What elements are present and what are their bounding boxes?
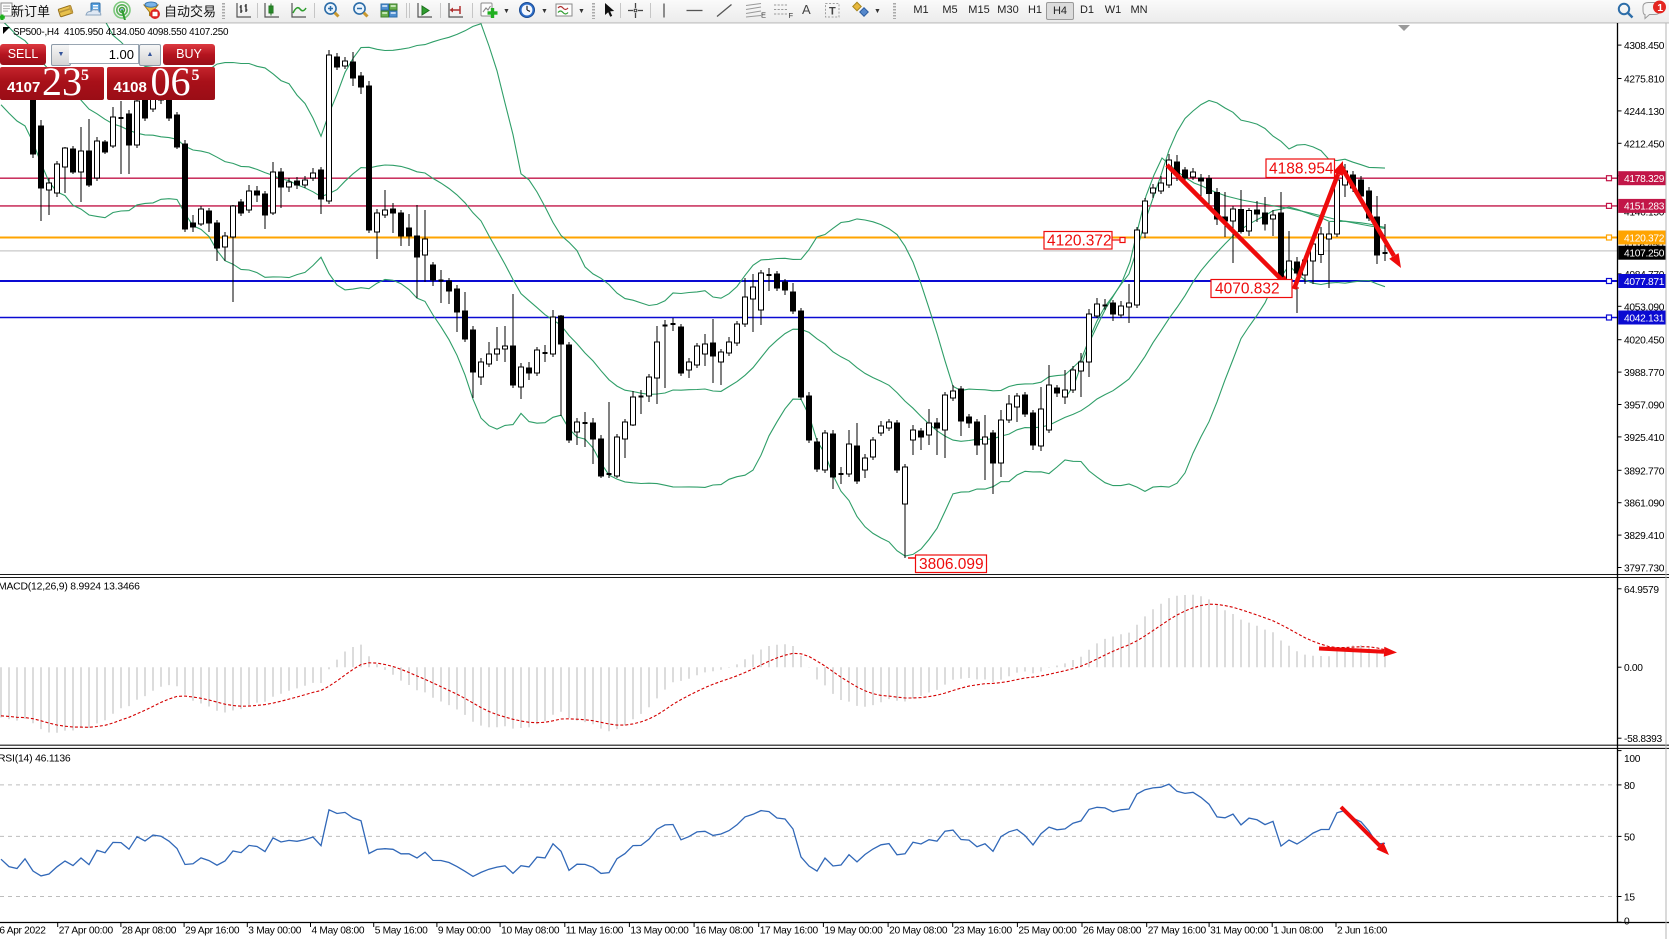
svg-text:1: 1	[1657, 2, 1663, 14]
svg-text:4151.283: 4151.283	[1624, 202, 1665, 213]
svg-text:0.00: 0.00	[1624, 663, 1643, 674]
svg-text:17 May 16:00: 17 May 16:00	[760, 926, 819, 937]
svg-text:2 Jun 16:00: 2 Jun 16:00	[1337, 926, 1388, 937]
svg-text:28 Apr 08:00: 28 Apr 08:00	[122, 926, 177, 937]
svg-text:5 May 16:00: 5 May 16:00	[375, 926, 428, 937]
svg-text:1 Jun 08:00: 1 Jun 08:00	[1273, 926, 1324, 937]
svg-text:50: 50	[1624, 832, 1635, 843]
svg-text:23 May 16:00: 23 May 16:00	[954, 926, 1013, 937]
svg-text:MACD(12,26,9) 8.9924 13.3466: MACD(12,26,9) 8.9924 13.3466	[0, 582, 140, 593]
svg-text:-58.8393: -58.8393	[1624, 734, 1662, 745]
svg-text:E: E	[761, 11, 766, 20]
svg-text:4188.954: 4188.954	[1269, 161, 1334, 178]
svg-text:4120.372: 4120.372	[1047, 233, 1112, 250]
svg-text:4107.250: 4107.250	[1624, 249, 1665, 260]
svg-text:SP500-,H4 4105.950 4134.050 4: SP500-,H4 4105.950 4134.050 4098.550 410…	[13, 27, 229, 38]
svg-text:25 May 00:00: 25 May 00:00	[1018, 926, 1077, 937]
svg-text:9 May 00:00: 9 May 00:00	[438, 926, 491, 937]
svg-text:13 May 00:00: 13 May 00:00	[630, 926, 689, 937]
svg-text:27 May 16:00: 27 May 16:00	[1148, 926, 1207, 937]
svg-text:3861.090: 3861.090	[1624, 499, 1665, 510]
svg-text:T: T	[829, 6, 836, 18]
svg-text:4020.450: 4020.450	[1624, 336, 1665, 347]
svg-text:F: F	[789, 11, 794, 20]
svg-text:4146.150: 4146.150	[1624, 208, 1665, 219]
svg-text:4053.090: 4053.090	[1624, 302, 1665, 313]
svg-text:4077.871: 4077.871	[1624, 277, 1665, 288]
svg-text:80: 80	[1624, 781, 1635, 792]
svg-text:27 Apr 00:00: 27 Apr 00:00	[59, 926, 114, 937]
svg-text:15: 15	[1624, 893, 1635, 904]
svg-text:3925.410: 3925.410	[1624, 433, 1665, 444]
svg-text:4275.810: 4275.810	[1624, 75, 1665, 86]
svg-text:4308.450: 4308.450	[1624, 41, 1665, 52]
svg-text:RSI(14) 46.1136: RSI(14) 46.1136	[0, 754, 71, 765]
svg-text:26 May 08:00: 26 May 08:00	[1083, 926, 1142, 937]
svg-text:4120.372: 4120.372	[1624, 233, 1665, 244]
svg-text:0: 0	[1624, 917, 1630, 928]
svg-text:29 Apr 16:00: 29 Apr 16:00	[185, 926, 240, 937]
svg-text:31 May 00:00: 31 May 00:00	[1210, 926, 1269, 937]
svg-text:10 May 08:00: 10 May 08:00	[501, 926, 560, 937]
svg-text:3957.090: 3957.090	[1624, 401, 1665, 412]
svg-text:20 May 08:00: 20 May 08:00	[889, 926, 948, 937]
svg-text:19 May 00:00: 19 May 00:00	[824, 926, 883, 937]
svg-text:26 Apr 2022: 26 Apr 2022	[0, 926, 46, 937]
svg-text:4042.131: 4042.131	[1624, 313, 1665, 324]
svg-text:4212.450: 4212.450	[1624, 139, 1665, 150]
svg-text:3 May 00:00: 3 May 00:00	[248, 926, 301, 937]
svg-text:3829.410: 3829.410	[1624, 531, 1665, 542]
svg-text:4070.832: 4070.832	[1215, 281, 1280, 298]
svg-text:16 May 08:00: 16 May 08:00	[695, 926, 754, 937]
svg-text:11 May 16:00: 11 May 16:00	[566, 926, 624, 937]
svg-text:3892.770: 3892.770	[1624, 466, 1665, 477]
svg-text:3806.099: 3806.099	[919, 556, 984, 573]
svg-text:64.9579: 64.9579	[1624, 585, 1659, 596]
svg-text:3797.730: 3797.730	[1624, 564, 1665, 575]
svg-text:3988.770: 3988.770	[1624, 368, 1665, 379]
svg-text:100: 100	[1624, 754, 1641, 765]
svg-text:4178.329: 4178.329	[1624, 174, 1665, 185]
svg-text:4244.130: 4244.130	[1624, 107, 1665, 118]
svg-text:4 May 08:00: 4 May 08:00	[312, 926, 365, 937]
